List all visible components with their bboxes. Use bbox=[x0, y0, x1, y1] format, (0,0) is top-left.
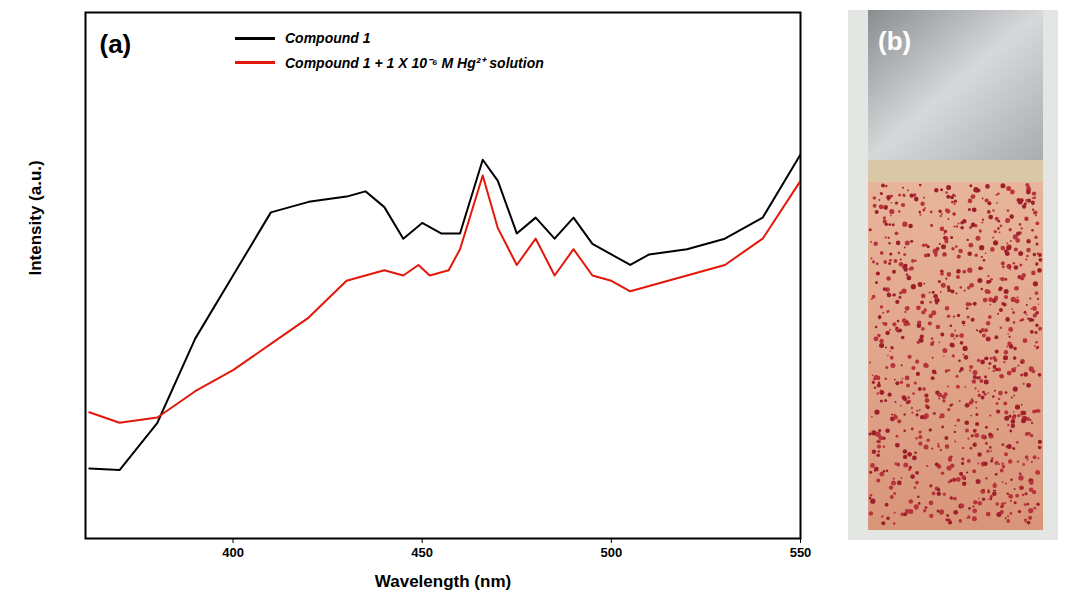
svg-text:Wavelength (nm): Wavelength (nm) bbox=[375, 572, 511, 591]
svg-text:400: 400 bbox=[222, 545, 244, 560]
svg-text:450: 450 bbox=[411, 545, 433, 560]
svg-text:(a): (a) bbox=[100, 29, 132, 59]
svg-text:500: 500 bbox=[600, 545, 622, 560]
html-text:Compound 1: Compound 1 bbox=[285, 30, 371, 46]
svg-text:550: 550 bbox=[790, 545, 812, 560]
svg-text:(b): (b) bbox=[878, 26, 911, 56]
html-text:Compound 1 + 1 X 10⁻⁶ M Hg²⁺ s: Compound 1 + 1 X 10⁻⁶ M Hg²⁺ solution bbox=[285, 54, 544, 71]
svg-text:Intensity (a.u.): Intensity (a.u.) bbox=[26, 160, 45, 275]
